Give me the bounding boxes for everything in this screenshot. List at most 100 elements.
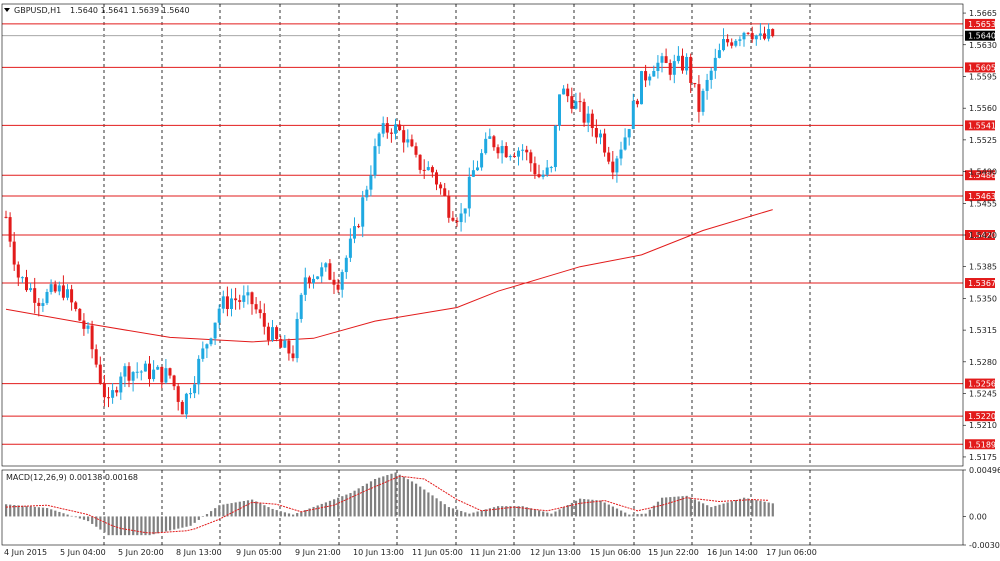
candle-body (586, 113, 590, 123)
macd-histogram-bar (263, 505, 266, 517)
macd-histogram-bar (615, 508, 619, 517)
macd-histogram-bar (218, 505, 221, 517)
candle-body (537, 174, 541, 177)
candle-body (685, 56, 689, 71)
macd-histogram-bar (304, 510, 307, 517)
candle-body (713, 57, 717, 71)
macd-histogram-bar (29, 506, 32, 517)
macd-histogram-bar (501, 506, 504, 517)
macd-histogram-bar (128, 516, 131, 536)
candle-body (582, 101, 586, 123)
macd-histogram-bar (37, 507, 40, 517)
macd-histogram-bar (644, 513, 647, 517)
candle-body (492, 136, 496, 148)
candle-body (266, 326, 270, 341)
macd-histogram-bar (230, 503, 233, 517)
macd-histogram-bar (205, 514, 209, 517)
price-level-label: 1.5420 (968, 231, 996, 240)
macd-histogram-bar (431, 495, 434, 517)
macd-histogram-bar (562, 507, 565, 517)
macd-layer (5, 472, 774, 536)
macd-histogram-bar (296, 513, 299, 517)
candle-body (635, 100, 639, 105)
price-level-label: 1.5653 (968, 20, 996, 29)
candle-body (463, 208, 467, 214)
macd-histogram-bar (755, 500, 758, 517)
macd-histogram-bar (374, 478, 377, 517)
candle-body (594, 128, 598, 138)
candle-body (74, 302, 78, 309)
price-level-tag (965, 120, 995, 131)
candle-body (631, 100, 635, 130)
macd-histogram-bar (747, 498, 750, 517)
macd-histogram-bar (333, 499, 336, 517)
candle-body (205, 344, 209, 349)
macd-histogram-bar (41, 507, 45, 517)
candle-body (447, 195, 451, 218)
candle-body (435, 172, 438, 185)
price-level-tag (965, 278, 995, 289)
macd-histogram-bar (107, 516, 110, 536)
candle-body (242, 295, 246, 302)
horizontal-levels[interactable]: 1.5653 1.5605 1.5541 1.5486 1.5463 1.5420 1.53… (2, 18, 996, 450)
macd-histogram-bar (456, 509, 459, 517)
macd-histogram-bar (62, 513, 65, 517)
candle-body (123, 366, 127, 377)
candle-body (406, 139, 410, 143)
macd-histogram-bar (513, 506, 516, 517)
price-level-label: 1.5189 (968, 440, 996, 449)
macd-histogram-bar (710, 507, 713, 517)
y-tick-label: 1.5315 (969, 326, 997, 335)
candle-body (767, 29, 771, 39)
candle-body (275, 327, 279, 340)
candle-body (332, 279, 336, 285)
macd-histogram-bar (222, 504, 225, 517)
macd-histogram-bar (5, 504, 8, 517)
macd-histogram-bar (743, 497, 746, 517)
candle-body (246, 292, 250, 296)
macd-histogram-bar (706, 505, 709, 517)
y-tick-label: 1.5455 (969, 199, 997, 208)
macd-histogram-bar (492, 507, 496, 517)
candle-body (4, 216, 8, 218)
macd-histogram-bar (697, 501, 701, 517)
macd-histogram-bar (607, 504, 610, 517)
price-level-tag (965, 18, 995, 29)
macd-histogram-bar (226, 503, 229, 517)
candle-body (299, 294, 303, 319)
candle-body (525, 149, 529, 153)
price-level-tag (965, 62, 995, 73)
candle-body (533, 163, 537, 175)
axes-layer: 4 Jun 2015 5 Jun 04:00 5 Jun 20:00 8 Jun 13… (1, 3, 1000, 557)
macd-histogram-bar (324, 502, 327, 517)
x-tick-label: 11 Jun 21:00 (470, 548, 521, 557)
macd-histogram-bar (251, 499, 254, 517)
candle-body (353, 226, 356, 239)
macd-histogram-bar (767, 502, 770, 517)
candle-body (49, 284, 53, 292)
macd-histogram-bar (193, 516, 196, 523)
candle-body (443, 188, 447, 196)
candle-body (111, 390, 115, 398)
macd-histogram-bar (46, 508, 49, 517)
macd-histogram-bar (587, 499, 590, 517)
price-level-tag (965, 191, 995, 202)
macd-histogram-bar (95, 516, 98, 527)
candle-body (20, 277, 24, 279)
candle-body (644, 71, 648, 81)
candle-body (603, 133, 607, 153)
macd-histogram-bar (517, 506, 520, 517)
candle-body (90, 325, 94, 350)
candle-body (578, 101, 582, 103)
macd-histogram-bar (255, 501, 258, 517)
candle-body (611, 161, 615, 173)
macd-histogram-bar (488, 508, 491, 517)
chart-menu-triangle-icon[interactable] (4, 8, 10, 12)
macd-histogram-bar (509, 506, 512, 517)
macd-histogram-bar (529, 508, 532, 517)
macd-histogram-bar (328, 500, 332, 517)
candle-body (590, 113, 594, 129)
macd-histogram-bar (123, 516, 127, 536)
